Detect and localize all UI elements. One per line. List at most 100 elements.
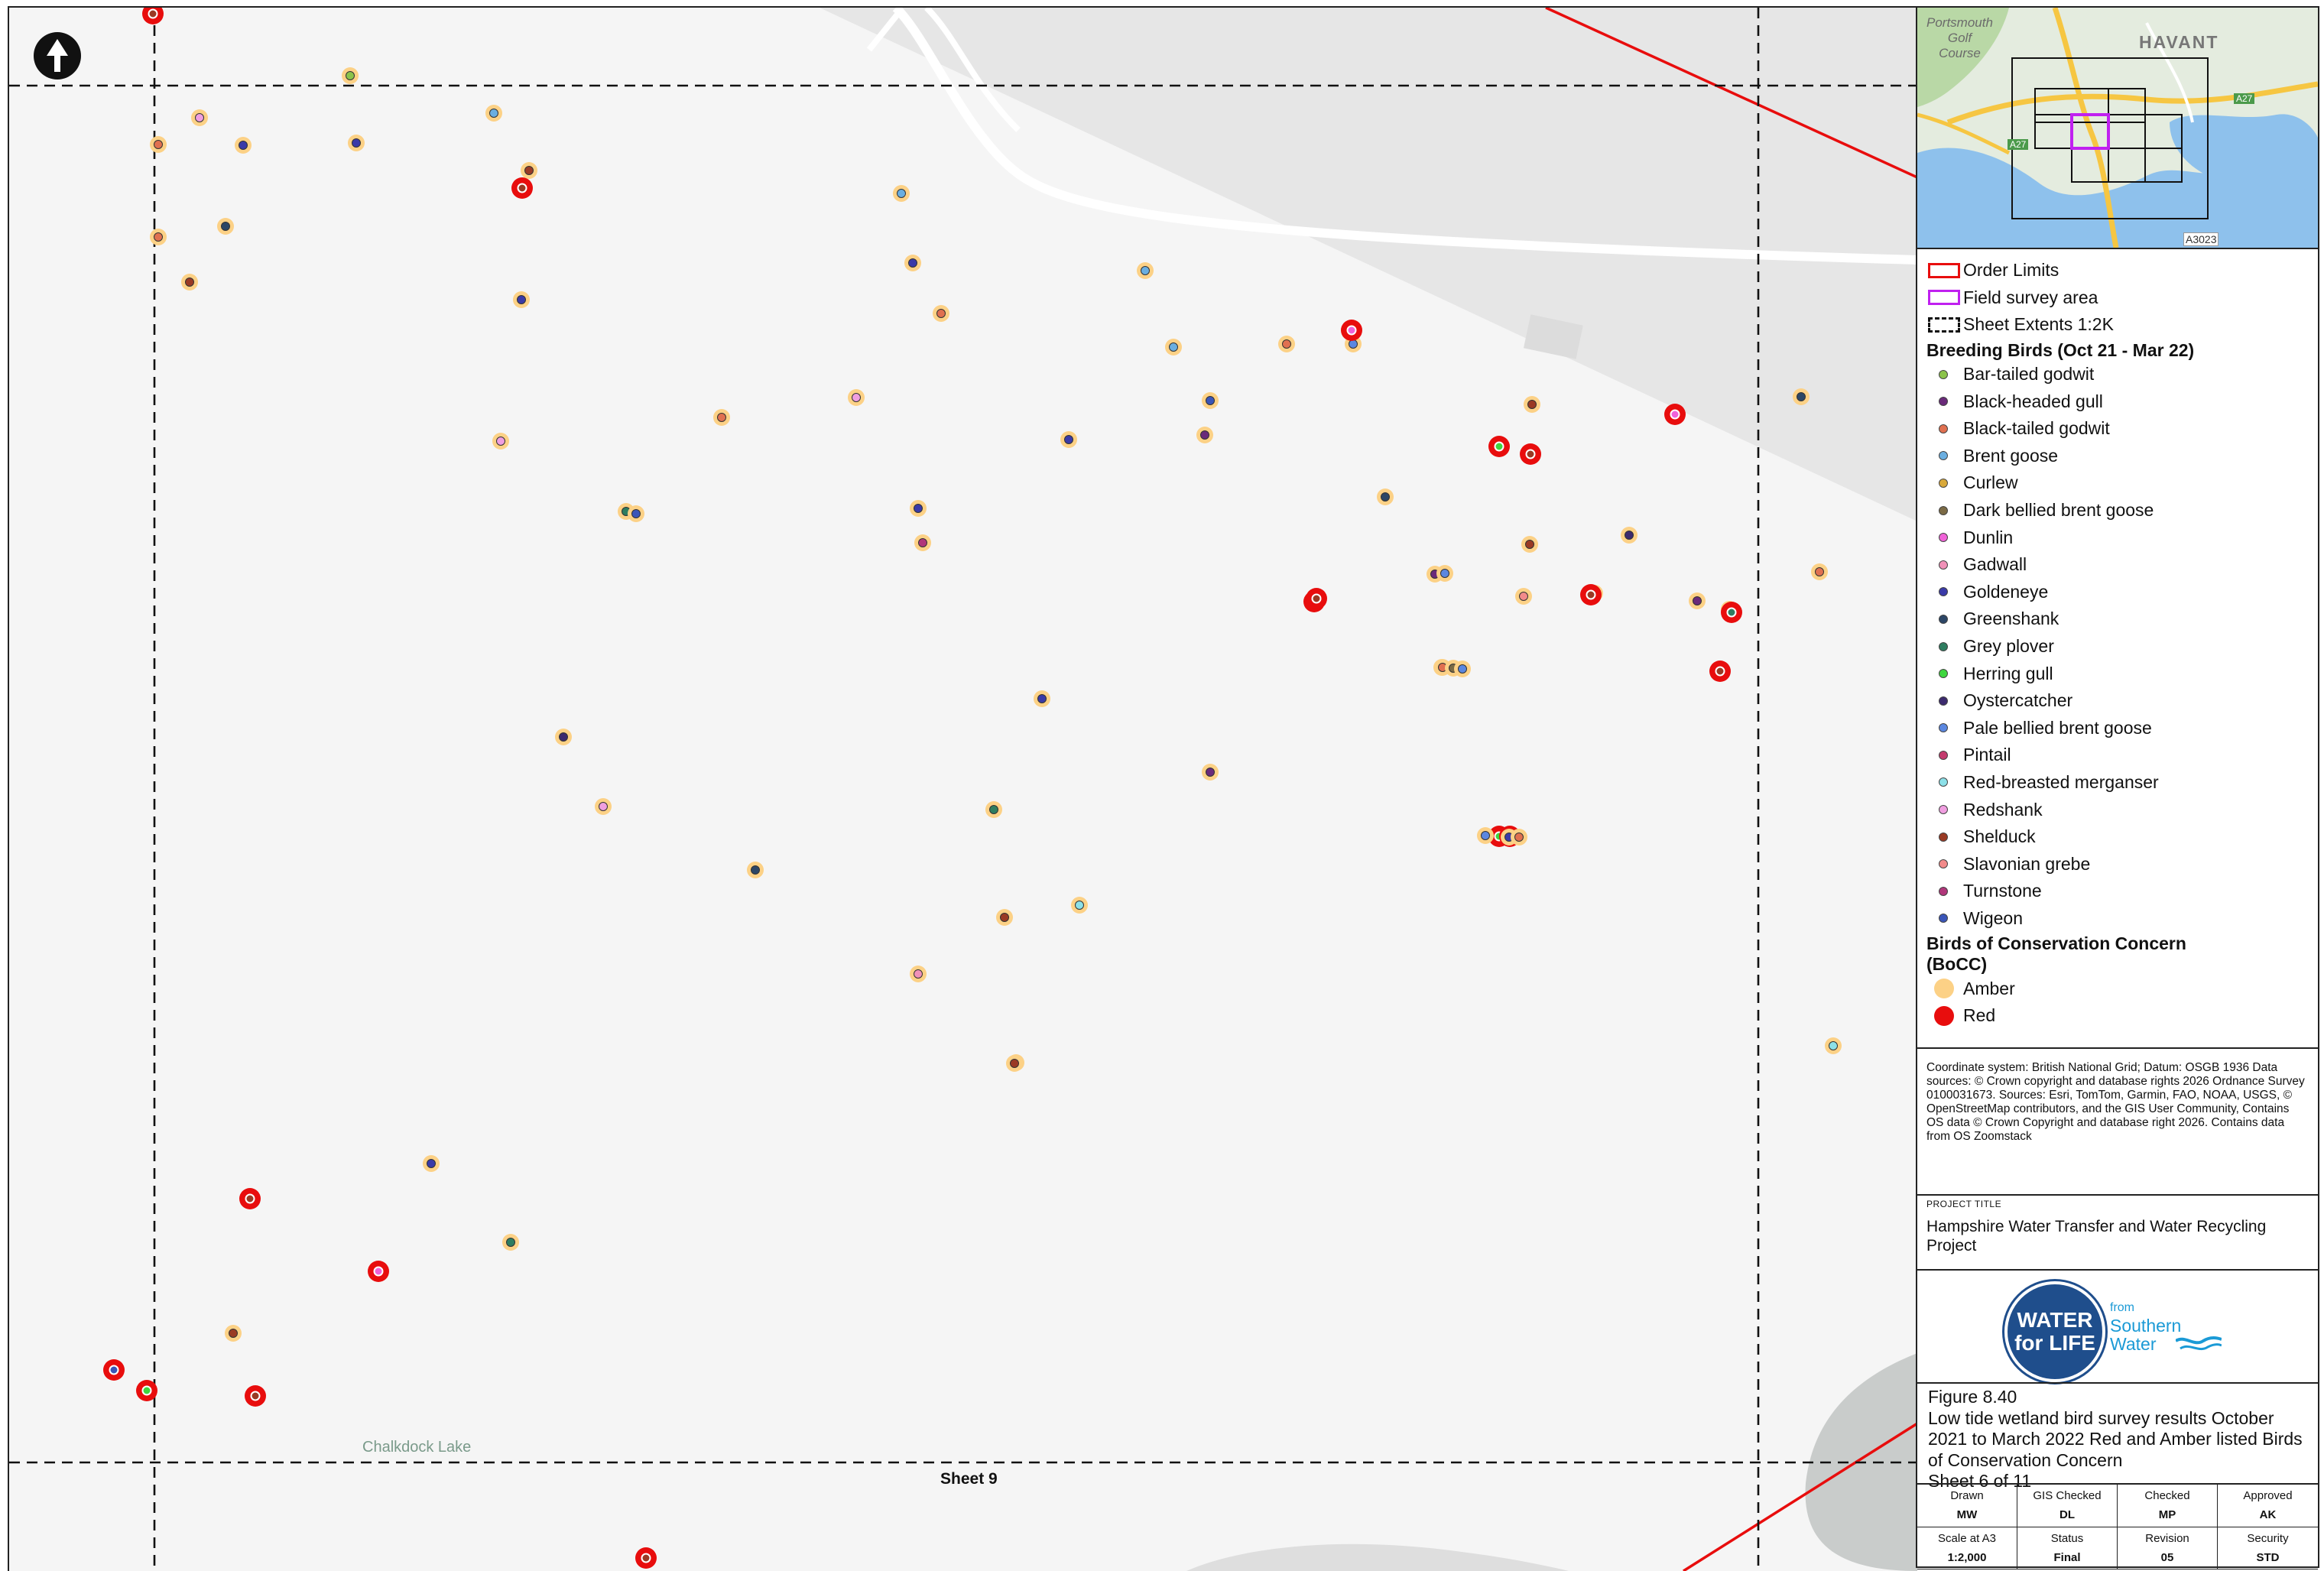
observation-point[interactable]	[217, 218, 234, 235]
observation-point[interactable]	[485, 105, 502, 122]
species-dot-icon	[1939, 696, 1948, 706]
legend-label: Greenshank	[1963, 609, 2059, 629]
observation-point[interactable]	[893, 185, 910, 202]
observation-point[interactable]	[348, 135, 365, 151]
observation-point[interactable]	[239, 1188, 261, 1209]
observation-point[interactable]	[848, 389, 865, 406]
observation-point[interactable]	[225, 1325, 242, 1342]
species-dot-icon	[1939, 451, 1948, 461]
observation-point[interactable]	[1436, 565, 1453, 582]
observation-point[interactable]	[521, 162, 537, 179]
observation-point[interactable]	[1515, 588, 1532, 605]
legend-label: Redshank	[1963, 799, 2043, 820]
observation-point[interactable]	[1580, 584, 1602, 605]
legend-bocc-title: Birds of Conservation Concern (BoCC)	[1926, 933, 2186, 975]
observation-point[interactable]	[492, 433, 509, 450]
observation-point[interactable]	[1825, 1037, 1842, 1054]
observation-point[interactable]	[1721, 602, 1742, 623]
lake-label: Chalkdock Lake	[362, 1439, 472, 1456]
observation-point[interactable]	[181, 274, 198, 291]
legend-label: Curlew	[1963, 472, 2018, 493]
observation-point[interactable]	[1377, 489, 1394, 505]
observation-point[interactable]	[1278, 336, 1295, 352]
observation-point[interactable]	[1488, 436, 1510, 457]
observation-point[interactable]	[1477, 827, 1494, 844]
observation-point[interactable]	[713, 409, 730, 426]
observation-point[interactable]	[1196, 427, 1213, 443]
observation-point[interactable]	[1202, 392, 1219, 409]
observation-point[interactable]	[1060, 431, 1077, 448]
observation-point[interactable]	[511, 177, 533, 199]
species-dot-icon	[185, 278, 194, 287]
species-dot-icon	[1693, 596, 1702, 605]
observation-point[interactable]	[1006, 1055, 1023, 1072]
species-dot-icon	[1000, 913, 1009, 922]
observation-point[interactable]	[628, 505, 644, 522]
observation-point[interactable]	[1709, 661, 1731, 682]
observation-point[interactable]	[513, 291, 530, 308]
species-dot-icon	[914, 504, 923, 513]
observation-point[interactable]	[1341, 320, 1362, 341]
observation-point[interactable]	[1689, 592, 1706, 609]
legend-label: Black-headed gull	[1963, 391, 2103, 411]
observation-point[interactable]	[1664, 404, 1686, 425]
observation-point[interactable]	[914, 534, 931, 551]
observation-point[interactable]	[933, 305, 949, 322]
observation-point[interactable]	[910, 500, 927, 517]
inset-map[interactable]: Portsmouth Golf Course HAVANT A3023 A27 …	[1917, 8, 2318, 249]
species-dot-icon	[245, 1193, 255, 1204]
species-dot-icon	[1458, 664, 1467, 674]
observation-point[interactable]	[1137, 262, 1154, 279]
observation-point[interactable]	[1165, 339, 1182, 355]
observation-point[interactable]	[1811, 563, 1828, 580]
legend-species-item: Dunlin	[1926, 524, 2309, 551]
observation-point[interactable]	[150, 136, 167, 153]
observation-point[interactable]	[368, 1261, 389, 1282]
observation-point[interactable]	[191, 109, 208, 126]
observation-point[interactable]	[342, 67, 359, 84]
observation-point[interactable]	[1524, 396, 1540, 413]
observation-point[interactable]	[245, 1385, 266, 1407]
inset-place-label: Portsmouth Golf Course	[1926, 15, 1993, 60]
observation-point[interactable]	[985, 801, 1002, 818]
species-dot-icon	[897, 189, 906, 198]
observation-point[interactable]	[235, 137, 252, 154]
red-dot-icon	[1934, 1005, 1954, 1026]
metadata-label: Security	[2247, 1531, 2289, 1545]
observation-point[interactable]	[142, 8, 164, 24]
figure-sheet: Sheet 6 of 11	[1928, 1471, 2032, 1491]
observation-point[interactable]	[1511, 829, 1527, 846]
observation-point[interactable]	[1793, 388, 1810, 405]
order-limits-line	[1683, 1422, 1917, 1571]
observation-point[interactable]	[904, 255, 921, 271]
legend-label: Pale bellied brent goose	[1963, 717, 2152, 738]
observation-point[interactable]	[1202, 764, 1219, 781]
observation-point[interactable]	[595, 798, 612, 815]
species-dot-icon	[427, 1159, 436, 1168]
legend-label: Black-tailed godwit	[1963, 418, 2110, 439]
observation-point[interactable]	[555, 729, 572, 745]
observation-point[interactable]	[1621, 527, 1638, 544]
species-dot-icon	[195, 113, 204, 122]
observation-point[interactable]	[996, 909, 1013, 926]
observation-point[interactable]	[1071, 897, 1088, 914]
species-dot-icon	[1625, 531, 1634, 540]
legend-item-order-limits: Order Limits	[1926, 257, 2309, 284]
observation-point[interactable]	[103, 1359, 125, 1381]
observation-point[interactable]	[423, 1155, 440, 1172]
observation-point[interactable]	[635, 1547, 657, 1569]
observation-point[interactable]	[910, 966, 927, 982]
observation-point[interactable]	[1306, 588, 1327, 609]
species-dot-icon	[517, 295, 526, 304]
observation-point[interactable]	[150, 229, 167, 245]
observation-point[interactable]	[1520, 443, 1541, 465]
legend-label: Order Limits	[1963, 260, 2059, 281]
observation-point[interactable]	[1034, 690, 1050, 707]
map-frame[interactable]: Chalkdock Lake Sheet 9	[8, 6, 1917, 1571]
observation-point[interactable]	[1521, 536, 1538, 553]
observation-point[interactable]	[1454, 661, 1471, 677]
metadata-cell: Status Final	[2017, 1527, 2118, 1569]
observation-point[interactable]	[136, 1380, 157, 1401]
observation-point[interactable]	[747, 862, 764, 878]
observation-point[interactable]	[502, 1234, 519, 1251]
